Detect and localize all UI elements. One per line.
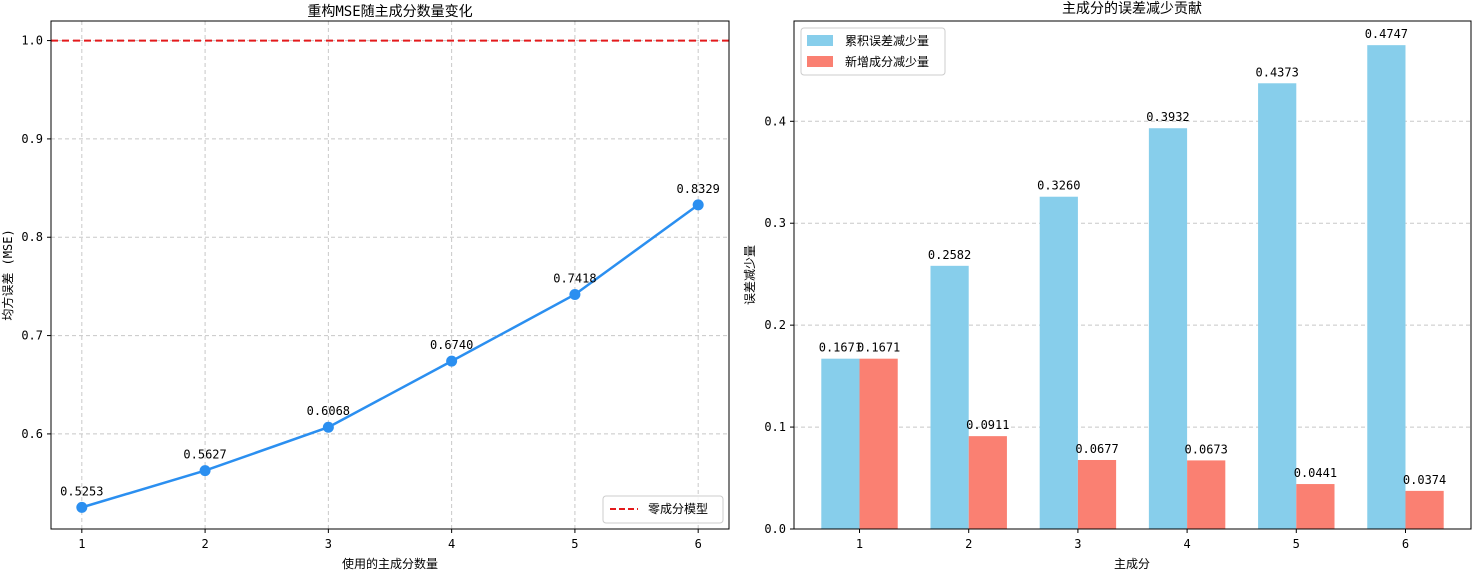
right-label-incremental: 0.0677 (1075, 442, 1118, 456)
left-x-tick-label: 6 (695, 537, 702, 551)
right-bar-incremental (859, 358, 898, 529)
right-label-cumulative: 0.4747 (1365, 27, 1408, 41)
right-y-tick-label: 0.2 (764, 318, 786, 332)
left-x-axis-label: 使用的主成分数量 (342, 556, 438, 571)
right-y-axis-label: 误差减少量 (743, 245, 757, 305)
right-bar-cumulative (1039, 196, 1078, 529)
left-data-label: 0.5627 (183, 448, 226, 462)
left-legend-box (602, 495, 724, 524)
right-y-tick-label: 0.1 (764, 420, 786, 434)
left-data-point (569, 288, 581, 300)
left-chart-title: 重构MSE随主成分数量变化 (307, 4, 472, 20)
left-data-point (446, 355, 458, 367)
right-legend-swatch-cumulative (807, 35, 833, 46)
left-y-tick-label: 1.0 (21, 34, 43, 48)
left-data-label: 0.6068 (307, 404, 350, 418)
right-label-cumulative: 0.1671 (819, 341, 862, 355)
left-plot-frame (50, 20, 730, 530)
left-y-tick-label: 0.6 (21, 427, 43, 441)
right-label-incremental: 0.1671 (857, 341, 900, 355)
right-y-tick-label: 0.3 (764, 216, 786, 230)
right-bar-cumulative (1258, 83, 1297, 529)
left-data-point (199, 465, 211, 477)
right-legend-box (800, 27, 946, 76)
left-x-tick-label: 4 (448, 537, 455, 551)
right-x-axis-label: 主成分 (1114, 557, 1150, 571)
left-data-point (322, 421, 334, 433)
left-data-label: 0.6740 (430, 338, 473, 352)
left-series (76, 199, 704, 513)
right-legend: 累积误差减少量 新增成分减少量 (800, 27, 946, 76)
right-legend-label-cumulative: 累积误差减少量 (845, 34, 929, 48)
right-label-cumulative: 0.2582 (928, 248, 971, 262)
left-x-tick-label: 3 (325, 537, 332, 551)
right-label-cumulative: 0.3932 (1146, 110, 1189, 124)
right-ticks: 0.0 0.1 0.2 0.3 0.4 1 2 3 4 5 6 (764, 114, 1409, 551)
right-label-incremental: 0.0441 (1294, 466, 1337, 480)
right-label-cumulative: 0.3260 (1037, 179, 1080, 193)
right-x-tick-label: 6 (1402, 537, 1409, 551)
mse-line-chart: 重构MSE随主成分数量变化 0.52530.56270.60680.67400.… (0, 4, 730, 571)
left-grid (51, 21, 729, 529)
right-bar-cumulative (930, 265, 969, 529)
right-bar-incremental (1405, 490, 1444, 529)
right-plot-frame (793, 20, 1472, 530)
left-data-point (76, 501, 88, 513)
right-x-tick-label: 5 (1293, 537, 1300, 551)
left-data-point (692, 199, 704, 211)
right-legend-label-incremental: 新增成分减少量 (845, 54, 929, 69)
right-bar-cumulative (1148, 128, 1188, 529)
error-reduction-bar-chart: 主成分的误差减少贡献 0.16710.16710.25820.09110.326… (743, 1, 1472, 571)
right-label-incremental: 0.0374 (1403, 473, 1446, 487)
left-y-axis-label: 均方误差 (MSE) (0, 229, 15, 320)
right-label-incremental: 0.0911 (966, 418, 1009, 432)
left-x-tick-label: 1 (78, 537, 85, 551)
right-x-tick-label: 3 (1074, 537, 1081, 551)
left-y-tick-label: 0.8 (21, 230, 43, 244)
right-legend-swatch-incremental (807, 56, 833, 67)
left-ticks: 1 2 3 4 5 6 0.6 0.7 0.8 0.9 1.0 (21, 34, 701, 551)
left-legend-label: 零成分模型 (648, 502, 708, 516)
right-x-tick-label: 1 (856, 537, 863, 551)
right-chart-title: 主成分的误差减少贡献 (1062, 1, 1202, 17)
right-x-tick-label: 2 (965, 537, 972, 551)
right-x-tick-label: 4 (1183, 537, 1190, 551)
left-y-tick-label: 0.7 (21, 329, 43, 343)
right-label-cumulative: 0.4373 (1256, 65, 1299, 79)
right-y-tick-label: 0.0 (764, 522, 786, 536)
left-data-label: 0.5253 (60, 484, 103, 498)
left-x-tick-label: 2 (201, 537, 208, 551)
left-data-labels: 0.5253 0.5627 0.6068 0.6740 0.7418 0.8329 (60, 182, 720, 498)
left-x-tick-label: 5 (571, 537, 578, 551)
right-bar-cumulative (821, 358, 860, 529)
left-series-line (81, 203, 699, 509)
right-bar-incremental (1296, 484, 1335, 529)
left-data-label: 0.8329 (677, 182, 720, 196)
left-legend: 零成分模型 (602, 495, 724, 524)
right-label-incremental: 0.0673 (1185, 442, 1228, 456)
left-data-label: 0.7418 (553, 271, 596, 285)
right-bar-incremental (1077, 459, 1117, 529)
right-bar-incremental (968, 436, 1007, 529)
left-y-tick-label: 0.9 (21, 132, 43, 146)
right-bars (821, 45, 1444, 530)
right-y-tick-label: 0.4 (764, 114, 786, 128)
right-bar-cumulative (1367, 45, 1406, 530)
right-bar-incremental (1187, 460, 1226, 529)
